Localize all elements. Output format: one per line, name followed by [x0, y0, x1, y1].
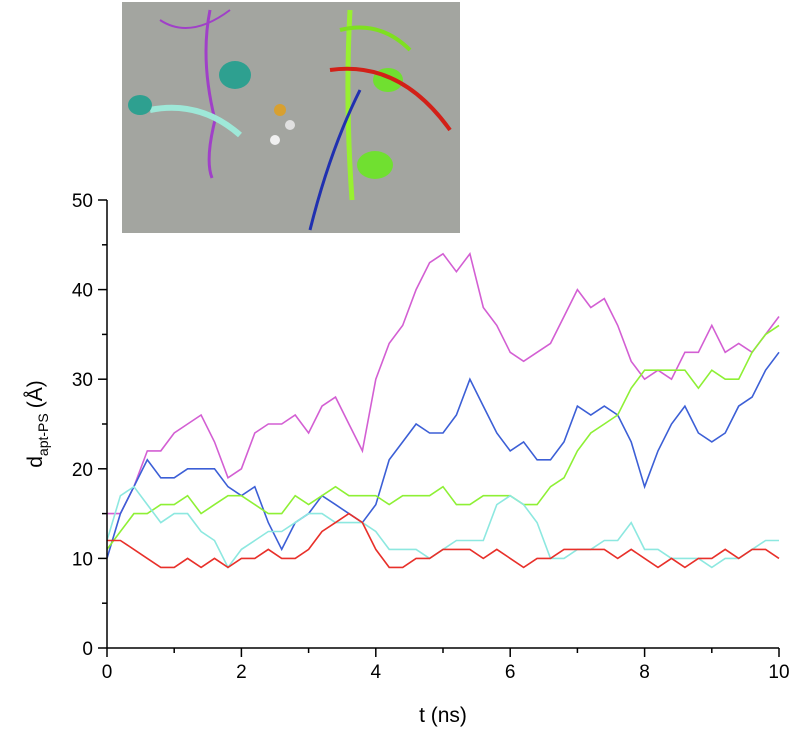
- x-tick-label: 8: [639, 662, 650, 683]
- data-line: [107, 251, 780, 515]
- x-tick-label: 0: [102, 662, 113, 683]
- y-tick-label: 10: [72, 549, 93, 570]
- inset-image: [122, 2, 460, 233]
- data-line: [106, 351, 780, 559]
- x-tick-label: 10: [768, 662, 789, 683]
- y-axis-title-main: d: [24, 456, 47, 468]
- data-line: [106, 485, 779, 569]
- y-axis-title-sub: apt-PS: [35, 413, 51, 456]
- y-tick-label: 40: [72, 281, 93, 302]
- y-tick-label: 0: [82, 639, 93, 660]
- y-tick-label: 30: [72, 370, 93, 391]
- y-tick-label: 50: [72, 191, 93, 212]
- x-axis-title: t (ns): [419, 704, 467, 727]
- x-tick-label: 2: [236, 662, 247, 683]
- x-tick-label: 4: [371, 662, 382, 683]
- x-tick-label: 6: [505, 662, 516, 683]
- y-tick-label: 20: [72, 460, 93, 481]
- data-line: [107, 512, 780, 569]
- y-axis-title: dapt-PS (Å): [24, 380, 51, 468]
- data-line: [106, 324, 780, 550]
- y-axis-title-unit: (Å): [24, 380, 47, 408]
